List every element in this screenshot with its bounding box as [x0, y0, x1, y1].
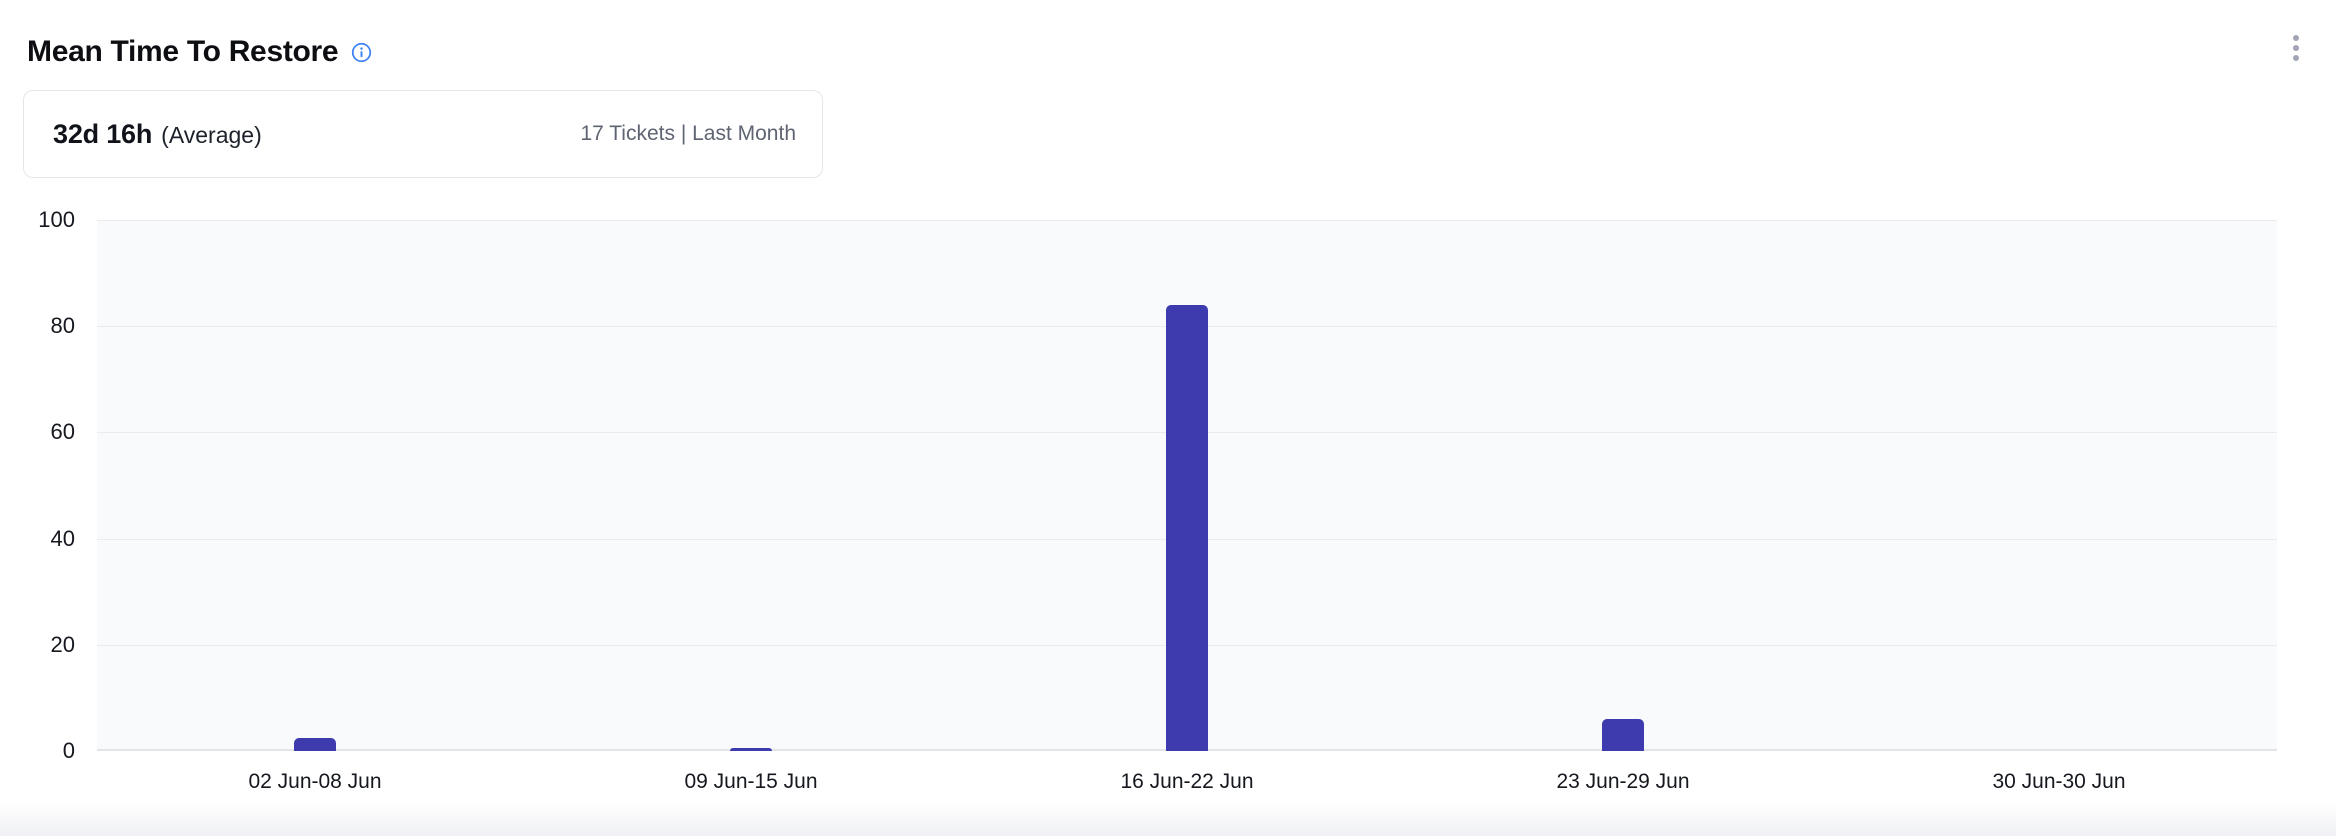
bar[interactable]: [730, 747, 772, 751]
y-axis-labels: 0 20 40 60 80 100: [0, 209, 75, 762]
bar[interactable]: [1166, 304, 1208, 751]
bar[interactable]: [1602, 719, 1644, 751]
kebab-dot: [2292, 44, 2300, 52]
x-tick-label: 23 Jun-29 Jun: [1556, 770, 1690, 793]
page-title: Mean Time To Restore: [27, 35, 339, 68]
y-tick-label: 0: [62, 738, 75, 763]
x-tick-label: 30 Jun-30 Jun: [1992, 770, 2126, 793]
y-tick-label: 20: [50, 631, 75, 657]
bar-chart: 0 20 40 60 80 100 02 Jun-08 Jun 09 Jun-15 Jun 1…: [0, 209, 2336, 836]
kebab-menu-button[interactable]: [2282, 26, 2310, 70]
info-icon[interactable]: [351, 42, 372, 63]
kebab-dot: [2292, 54, 2300, 62]
kebab-dot: [2292, 34, 2300, 42]
y-tick-label: 40: [50, 525, 75, 551]
x-axis-labels: 02 Jun-08 Jun 09 Jun-15 Jun 16 Jun-22 Jun 2…: [97, 770, 2277, 800]
plot-area: [97, 220, 2277, 751]
widget-header: Mean Time To Restore: [27, 33, 372, 71]
summary-value-group: 32d 16h (Average): [53, 119, 262, 150]
mttr-average-label: (Average): [161, 121, 262, 148]
bar[interactable]: [294, 737, 336, 751]
mttr-average-value: 32d 16h: [53, 118, 153, 149]
gridline: [97, 220, 2277, 221]
y-tick-label: 80: [50, 313, 75, 339]
y-tick-label: 60: [50, 419, 75, 445]
x-tick-label: 02 Jun-08 Jun: [248, 770, 382, 793]
tickets-period-label: 17 Tickets | Last Month: [580, 122, 796, 145]
summary-card: 32d 16h (Average) 17 Tickets | Last Mont…: [23, 90, 823, 178]
x-tick-label: 09 Jun-15 Jun: [684, 770, 818, 793]
x-tick-label: 16 Jun-22 Jun: [1120, 770, 1254, 793]
y-tick-label: 100: [38, 207, 75, 232]
